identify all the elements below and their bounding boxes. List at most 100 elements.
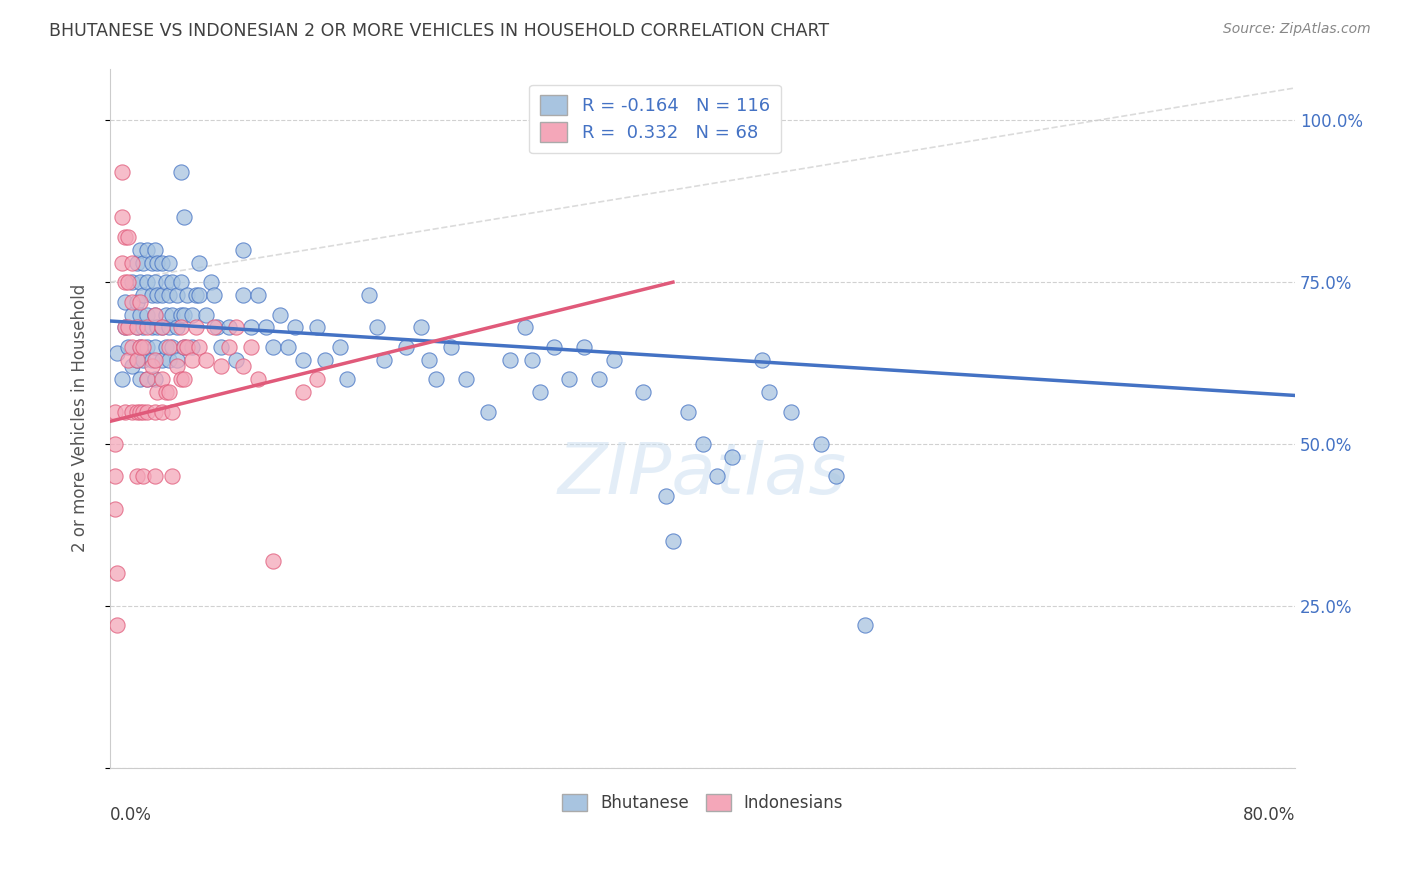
Point xyxy=(366,320,388,334)
Point xyxy=(824,469,846,483)
Point xyxy=(162,308,184,322)
Point xyxy=(146,256,169,270)
Point xyxy=(114,275,136,289)
Point xyxy=(143,308,166,322)
Y-axis label: 2 or more Vehicles in Household: 2 or more Vehicles in Household xyxy=(72,284,89,552)
Point xyxy=(336,372,359,386)
Point xyxy=(477,404,499,418)
Point xyxy=(170,372,193,386)
Point xyxy=(114,404,136,418)
Point xyxy=(195,352,218,367)
Point xyxy=(121,294,143,309)
Point xyxy=(633,385,655,400)
Point xyxy=(307,320,329,334)
Point xyxy=(136,275,159,289)
Point xyxy=(136,308,159,322)
Point xyxy=(166,320,188,334)
Point xyxy=(131,256,153,270)
Point xyxy=(136,320,159,334)
Point xyxy=(176,288,198,302)
Point xyxy=(157,352,180,367)
Point xyxy=(143,404,166,418)
Text: 80.0%: 80.0% xyxy=(1243,806,1295,824)
Point xyxy=(232,359,254,374)
Point xyxy=(209,359,232,374)
Point xyxy=(307,372,329,386)
Point xyxy=(170,320,193,334)
Point xyxy=(411,320,433,334)
Point xyxy=(170,275,193,289)
Point xyxy=(254,320,277,334)
Point xyxy=(676,404,699,418)
Point xyxy=(209,340,232,354)
Point xyxy=(180,308,202,322)
Point xyxy=(136,243,159,257)
Point xyxy=(173,340,195,354)
Point xyxy=(136,372,159,386)
Point xyxy=(107,566,129,581)
Point xyxy=(114,230,136,244)
Point xyxy=(117,352,139,367)
Point xyxy=(418,352,440,367)
Point xyxy=(121,359,143,374)
Point xyxy=(107,346,129,360)
Point xyxy=(314,352,336,367)
Point xyxy=(291,385,314,400)
Point xyxy=(157,320,180,334)
Point xyxy=(128,372,150,386)
Point xyxy=(558,372,581,386)
Point xyxy=(146,288,169,302)
Point xyxy=(107,618,129,632)
Point xyxy=(157,256,180,270)
Point xyxy=(200,275,222,289)
Point xyxy=(202,320,225,334)
Point xyxy=(103,501,125,516)
Point xyxy=(103,404,125,418)
Point xyxy=(218,320,240,334)
Point xyxy=(150,256,173,270)
Point xyxy=(125,404,148,418)
Point xyxy=(162,404,184,418)
Point xyxy=(225,352,247,367)
Point xyxy=(136,340,159,354)
Point xyxy=(150,404,173,418)
Point xyxy=(202,288,225,302)
Point xyxy=(121,256,143,270)
Point xyxy=(166,359,188,374)
Point xyxy=(572,340,595,354)
Point xyxy=(121,340,143,354)
Point xyxy=(150,352,173,367)
Point xyxy=(588,372,610,386)
Point xyxy=(136,404,159,418)
Point xyxy=(111,256,134,270)
Point xyxy=(125,320,148,334)
Point xyxy=(373,352,395,367)
Point xyxy=(157,340,180,354)
Point xyxy=(187,340,209,354)
Point xyxy=(146,320,169,334)
Point xyxy=(176,340,198,354)
Point xyxy=(111,165,134,179)
Text: BHUTANESE VS INDONESIAN 2 OR MORE VEHICLES IN HOUSEHOLD CORRELATION CHART: BHUTANESE VS INDONESIAN 2 OR MORE VEHICL… xyxy=(49,22,830,40)
Point xyxy=(131,288,153,302)
Point xyxy=(128,294,150,309)
Point xyxy=(173,372,195,386)
Point xyxy=(141,288,163,302)
Point xyxy=(114,294,136,309)
Point xyxy=(425,372,447,386)
Point xyxy=(758,385,780,400)
Point xyxy=(232,288,254,302)
Point xyxy=(143,243,166,257)
Point xyxy=(395,340,418,354)
Point xyxy=(162,469,184,483)
Point xyxy=(529,385,551,400)
Point xyxy=(205,320,228,334)
Point xyxy=(359,288,381,302)
Point xyxy=(114,320,136,334)
Point xyxy=(103,469,125,483)
Point xyxy=(499,352,522,367)
Point xyxy=(117,340,139,354)
Point xyxy=(692,437,714,451)
Point xyxy=(143,340,166,354)
Point xyxy=(173,308,195,322)
